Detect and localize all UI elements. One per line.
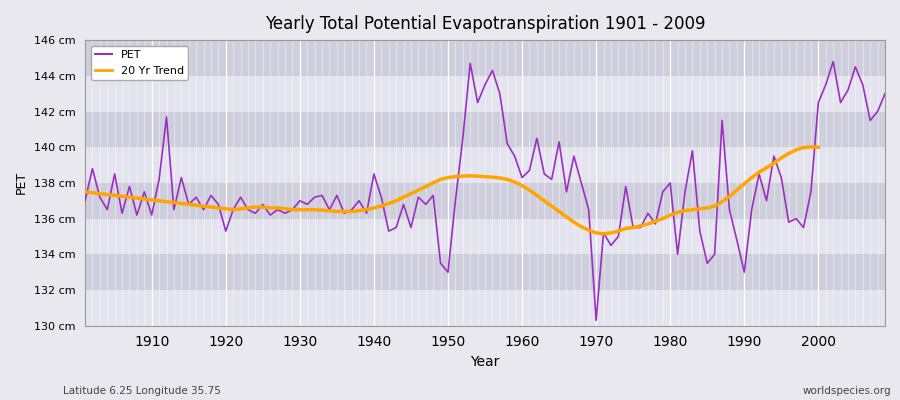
Bar xyxy=(85,112,885,147)
Bar xyxy=(85,147,885,183)
Bar xyxy=(85,40,885,76)
X-axis label: Year: Year xyxy=(471,355,500,369)
Bar xyxy=(85,254,885,290)
Text: worldspecies.org: worldspecies.org xyxy=(803,386,891,396)
Bar xyxy=(85,76,885,112)
Bar xyxy=(85,219,885,254)
Bar xyxy=(85,183,885,219)
Text: Latitude 6.25 Longitude 35.75: Latitude 6.25 Longitude 35.75 xyxy=(63,386,220,396)
Legend: PET, 20 Yr Trend: PET, 20 Yr Trend xyxy=(91,46,188,80)
Y-axis label: PET: PET xyxy=(15,171,28,194)
Bar xyxy=(85,290,885,326)
Title: Yearly Total Potential Evapotranspiration 1901 - 2009: Yearly Total Potential Evapotranspiratio… xyxy=(265,15,706,33)
